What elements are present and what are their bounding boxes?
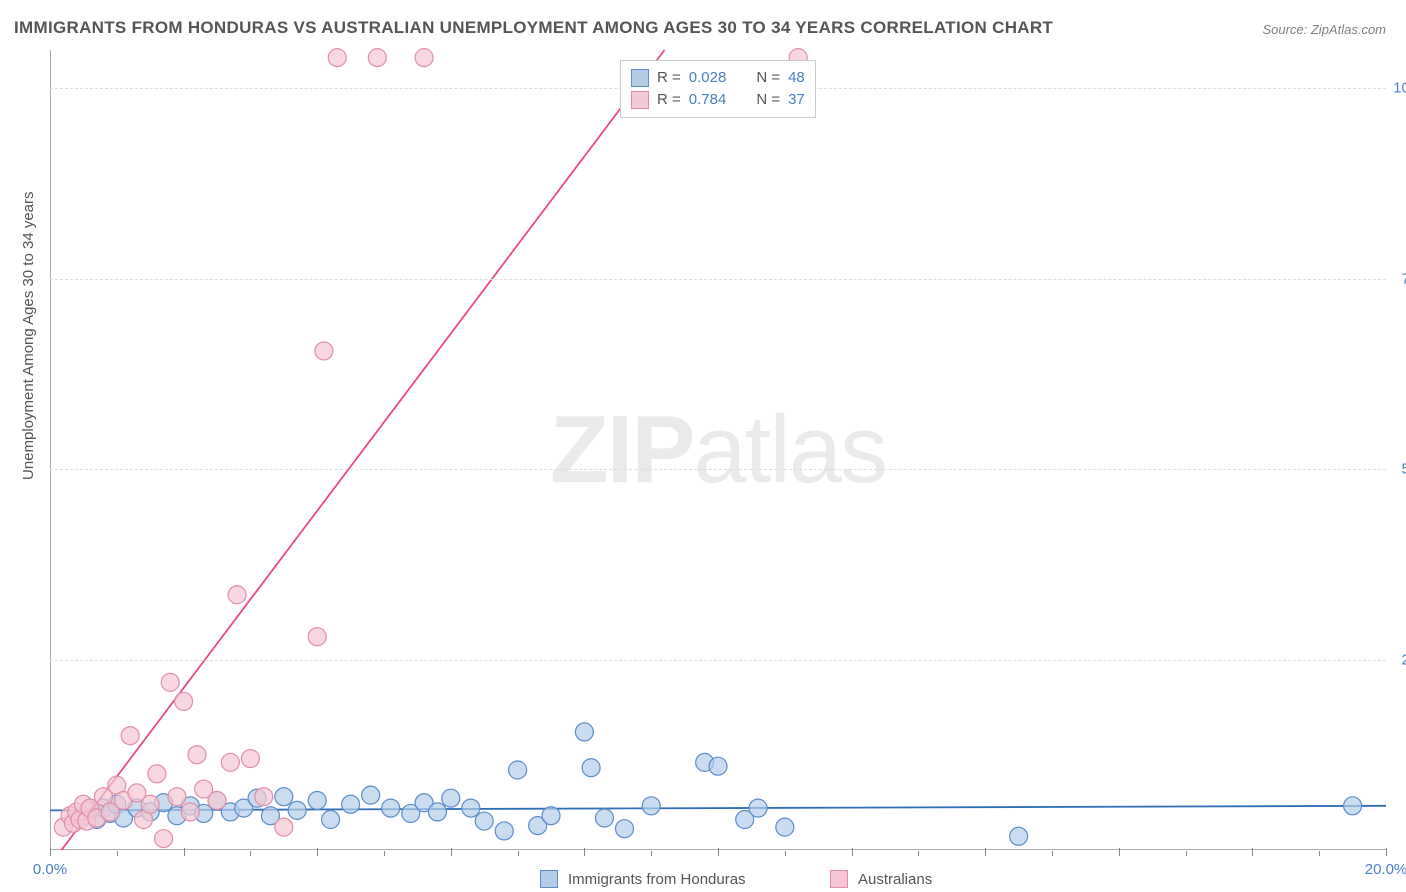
y-tick-label: 25.0% [1401,651,1406,668]
legend-r-label: R = [657,89,681,111]
x-tick [852,848,853,856]
data-point [328,49,346,67]
x-tick [651,851,652,856]
x-tick [584,848,585,856]
data-point [542,807,560,825]
data-point [362,786,380,804]
x-tick [985,848,986,856]
data-point [475,812,493,830]
data-point [221,753,239,771]
legend-swatch [631,69,649,87]
data-point [382,799,400,817]
data-point [709,757,727,775]
x-tick [1052,851,1053,856]
data-point [208,791,226,809]
data-point [315,342,333,360]
x-tick [451,848,452,856]
source-attribution: Source: ZipAtlas.com [1262,22,1386,37]
plot-svg [50,50,1386,850]
data-point [275,788,293,806]
data-point [776,818,794,836]
x-tick [518,851,519,856]
series-legend-item: Immigrants from Honduras [540,870,746,888]
data-point [155,830,173,848]
x-tick [1252,848,1253,856]
x-tick [1119,848,1120,856]
data-point [141,795,159,813]
x-tick [317,848,318,856]
x-min-label: 0.0% [33,861,67,878]
correlation-legend: R = 0.028 N = 48 R = 0.784 N = 37 [620,60,816,118]
data-point [415,49,433,67]
legend-r-value: 0.028 [689,67,727,89]
data-point [368,49,386,67]
x-tick [1186,851,1187,856]
data-point [582,759,600,777]
x-tick [1386,848,1387,856]
chart-area: ZIPatlas 25.0%50.0%75.0%100.0% 0.0% 20.0… [50,50,1386,850]
data-point [615,820,633,838]
data-point [462,799,480,817]
x-tick [384,851,385,856]
data-point [509,761,527,779]
legend-swatch [631,91,649,109]
legend-series-label: Australians [858,871,932,888]
data-point [575,723,593,741]
data-point [749,799,767,817]
data-point [121,727,139,745]
x-tick [718,848,719,856]
data-point [1010,827,1028,845]
data-point [288,801,306,819]
data-point [188,746,206,764]
chart-title: IMMIGRANTS FROM HONDURAS VS AUSTRALIAN U… [14,18,1053,38]
legend-row: R = 0.784 N = 37 [631,89,805,111]
data-point [322,811,340,829]
data-point [175,692,193,710]
legend-swatch [540,870,558,888]
y-tick-label: 100.0% [1393,80,1406,97]
legend-n-label: N = [756,67,780,89]
y-tick-label: 75.0% [1401,270,1406,287]
x-tick [184,848,185,856]
data-point [255,788,273,806]
legend-n-label: N = [756,89,780,111]
gridline [50,660,1386,661]
data-point [241,750,259,768]
x-tick [785,851,786,856]
x-tick [117,851,118,856]
y-axis-label: Unemployment Among Ages 30 to 34 years [20,191,37,480]
data-point [148,765,166,783]
legend-n-value: 48 [788,67,805,89]
data-point [275,818,293,836]
data-point [495,822,513,840]
data-point [168,788,186,806]
x-max-label: 20.0% [1365,861,1406,878]
x-tick [918,851,919,856]
x-tick [50,848,51,856]
legend-swatch [830,870,848,888]
data-point [181,803,199,821]
data-point [228,586,246,604]
y-tick-label: 50.0% [1401,461,1406,478]
data-point [342,795,360,813]
data-point [428,803,446,821]
x-tick [250,851,251,856]
x-tick [1319,851,1320,856]
data-point [1344,797,1362,815]
data-point [595,809,613,827]
legend-row: R = 0.028 N = 48 [631,67,805,89]
legend-series-label: Immigrants from Honduras [568,871,746,888]
data-point [308,628,326,646]
legend-n-value: 37 [788,89,805,111]
data-point [642,797,660,815]
series-legend-item: Australians [830,870,932,888]
data-point [308,791,326,809]
legend-r-value: 0.784 [689,89,727,111]
gridline [50,279,1386,280]
gridline [50,469,1386,470]
legend-r-label: R = [657,67,681,89]
data-point [161,673,179,691]
regression-line [50,50,665,865]
data-point [442,789,460,807]
